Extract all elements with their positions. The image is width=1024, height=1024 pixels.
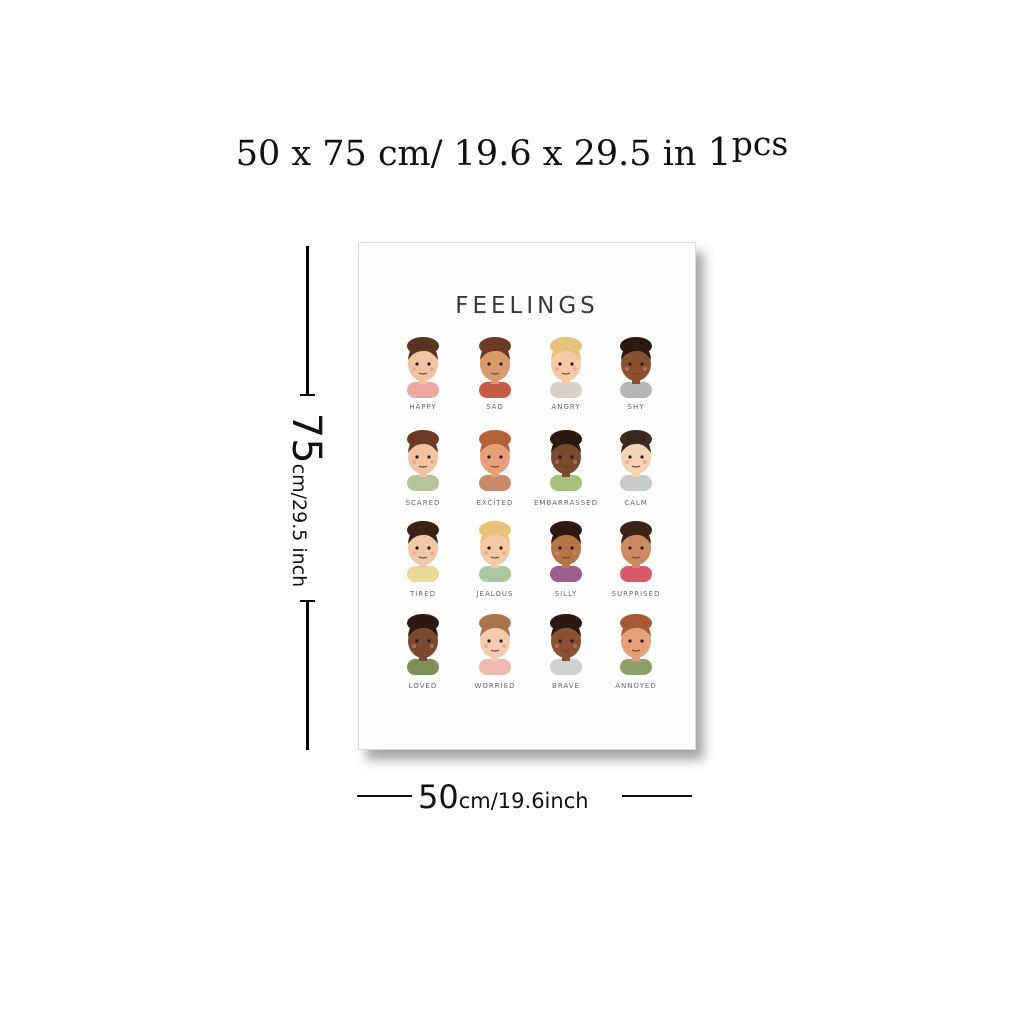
height-in: 29.5: [573, 134, 652, 174]
face-label: EXCITED: [476, 499, 514, 507]
face-label: SCARED: [405, 499, 441, 507]
height-dimension-number: 75: [283, 412, 329, 464]
face-label: WORRIED: [474, 682, 516, 690]
face-label: LOVED: [408, 682, 438, 690]
face-illustration-surprised: [610, 520, 662, 582]
face-illustration-tired: [397, 520, 449, 582]
face-label: SHY: [627, 403, 645, 411]
height-dimension-label: 75cm/29.5 inch: [283, 413, 329, 587]
face-label: EMBARRASSED: [534, 499, 598, 507]
in-unit: in: [651, 134, 708, 174]
face-label: JEALOUS: [476, 590, 514, 598]
face-illustration-jealous: [469, 520, 521, 582]
height-cm: 75: [322, 134, 367, 174]
face-label: SAD: [486, 403, 504, 411]
size-headline: 50 x 75 cm/ 19.6 x 29.5 in 1pcs: [0, 124, 1024, 174]
times-sign: x: [280, 134, 323, 174]
face-illustration-worried: [469, 613, 521, 675]
face-label: CALM: [624, 499, 648, 507]
height-dimension-tick-top: [300, 394, 315, 396]
face-illustration-excited: [469, 429, 521, 491]
quantity: 1: [707, 130, 732, 174]
face-label: SILLY: [554, 590, 578, 598]
times-sign-2: x: [531, 134, 574, 174]
width-cm: 50: [235, 134, 281, 174]
width-in: 19.6: [453, 134, 532, 174]
height-dimension-tick-bottom: [300, 600, 315, 602]
feelings-poster: FEELINGS HAPPY SAD ANGRY SHY SCARED EXCITED EM…: [358, 242, 696, 750]
width-dimension-label: 50cm/19.6inch: [418, 778, 589, 816]
face-illustration-brave: [540, 613, 592, 675]
width-dimension-number: 50: [418, 778, 459, 816]
face-illustration-silly: [540, 520, 592, 582]
width-dimension-unit: cm/19.6inch: [458, 789, 589, 813]
face-illustration-sad: [469, 336, 521, 398]
face-illustration-calm: [610, 429, 662, 491]
height-dimension-unit: cm/29.5 inch: [288, 463, 310, 588]
face-label: HAPPY: [409, 403, 437, 411]
face-illustration-loved: [397, 613, 449, 675]
face-label: ANNOYED: [615, 682, 657, 690]
height-dimension-line-bottom: [306, 600, 309, 750]
face-illustration-scared: [397, 429, 449, 491]
width-dimension-line-right: [622, 795, 692, 797]
face-label: SURPRISED: [611, 590, 661, 598]
face-illustration-shy: [610, 336, 662, 398]
face-label: ANGRY: [551, 403, 581, 411]
face-illustration-embarrassed: [540, 429, 592, 491]
face-illustration-happy: [397, 336, 449, 398]
height-dimension-line-top: [306, 246, 309, 394]
face-illustration-angry: [540, 336, 592, 398]
face-label: BRAVE: [552, 682, 580, 690]
face-label: TIRED: [409, 590, 437, 598]
face-illustration-annoyed: [610, 613, 662, 675]
width-dimension-line-left: [357, 795, 412, 797]
quantity-unit: pcs: [731, 124, 789, 163]
cm-unit: cm/: [366, 134, 454, 174]
poster-title: FEELINGS: [455, 293, 599, 319]
